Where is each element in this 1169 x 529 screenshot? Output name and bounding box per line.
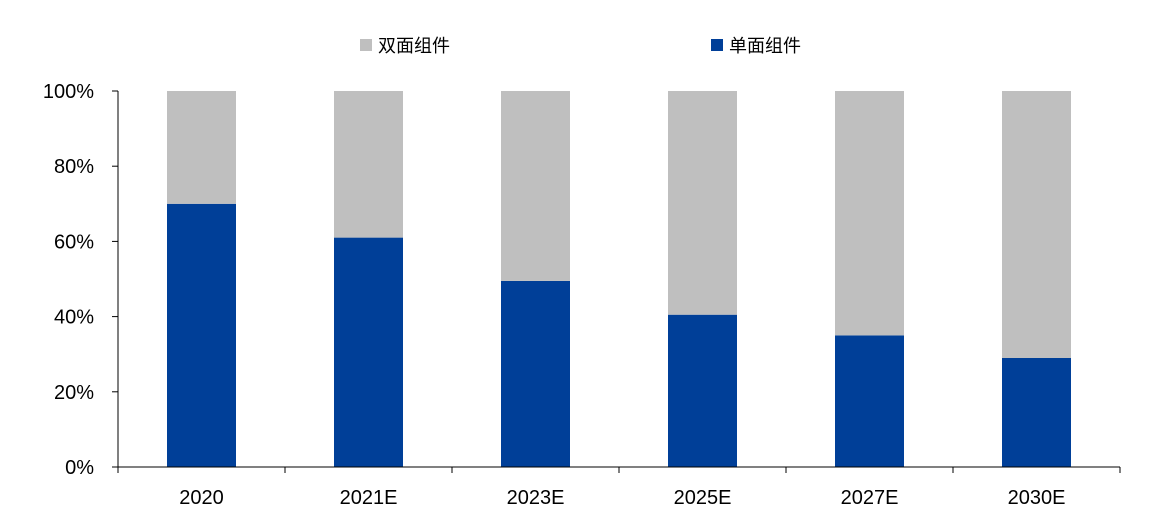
- legend: 双面组件 单面组件: [360, 36, 801, 57]
- bar-segment-monofacial-2023E: [501, 280, 570, 467]
- bar-segment-monofacial-2027E: [835, 335, 904, 467]
- bar-segment-bifacial-2025E: [668, 91, 737, 315]
- legend-label-bifacial: 双面组件: [378, 36, 450, 57]
- bar-segment-monofacial-2025E: [668, 314, 737, 467]
- x-tick-label: 2030E: [1008, 487, 1066, 509]
- bar-segment-bifacial-2030E: [1002, 91, 1071, 358]
- legend-item-bifacial: 双面组件: [360, 36, 450, 57]
- legend-swatch-monofacial: [711, 39, 723, 51]
- bar-segment-bifacial-2020: [167, 91, 236, 204]
- y-tick-label: 100%: [43, 81, 94, 103]
- bar-segment-monofacial-2030E: [1002, 358, 1071, 467]
- y-tick-label: 40%: [54, 307, 94, 329]
- y-tick-label: 60%: [54, 231, 94, 253]
- x-axis: 2020 2021E 2023E 2025E 2027E 2030E: [117, 466, 1121, 509]
- bar-segment-monofacial-2020: [167, 203, 236, 468]
- x-tick-label: 2021E: [340, 487, 398, 509]
- y-axis: 0% 20% 40% 60% 80% 100%: [43, 81, 119, 479]
- x-tick-label: 2023E: [507, 487, 565, 509]
- legend-label-monofacial: 单面组件: [729, 36, 801, 57]
- bar-segment-monofacial-2021E: [334, 237, 403, 467]
- legend-swatch-bifacial: [360, 39, 372, 51]
- bar-segment-bifacial-2023E: [501, 91, 570, 281]
- y-tick-label: 0%: [65, 457, 94, 479]
- plot-bars: [167, 91, 1071, 468]
- y-tick-label: 80%: [54, 156, 94, 178]
- bar-segment-bifacial-2021E: [334, 91, 403, 238]
- x-tick-label: 2020: [179, 487, 224, 509]
- bar-segment-bifacial-2027E: [835, 91, 904, 336]
- legend-item-monofacial: 单面组件: [711, 36, 801, 57]
- x-tick-label: 2027E: [841, 487, 899, 509]
- x-tick-label: 2025E: [674, 487, 732, 509]
- y-tick-label: 20%: [54, 382, 94, 404]
